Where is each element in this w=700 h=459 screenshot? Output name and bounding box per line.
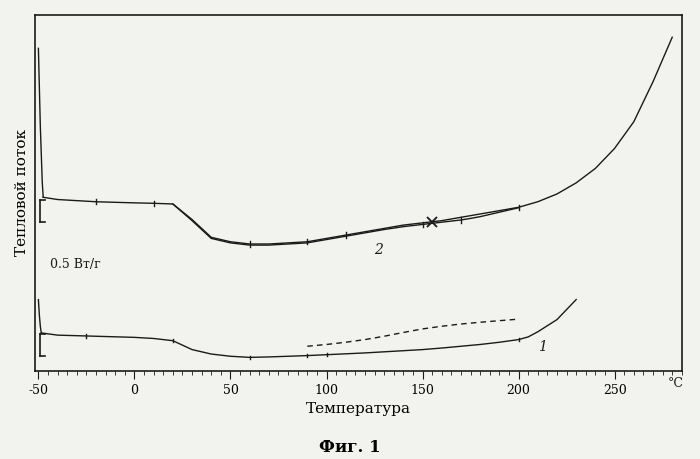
Y-axis label: Тепловой поток: Тепловой поток [15, 129, 29, 257]
Text: Фиг. 1: Фиг. 1 [319, 439, 381, 456]
Text: °C: °C [668, 377, 684, 391]
X-axis label: Температура: Температура [306, 403, 411, 416]
Text: 0.5 Вт/г: 0.5 Вт/г [50, 258, 101, 271]
Text: 2: 2 [374, 243, 384, 257]
Text: 1: 1 [538, 340, 547, 354]
